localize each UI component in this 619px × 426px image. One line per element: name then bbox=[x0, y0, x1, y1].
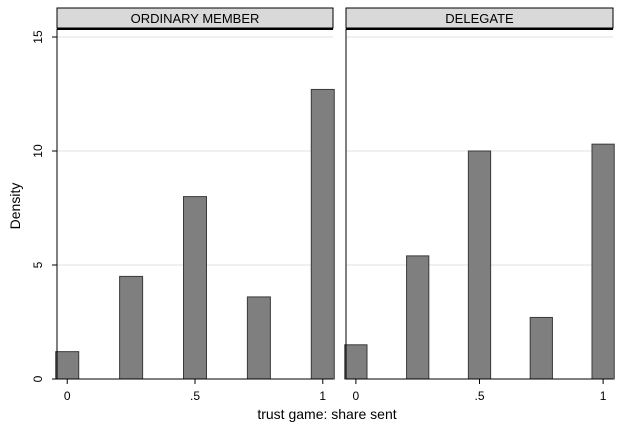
histogram-bar bbox=[183, 196, 207, 380]
histogram-bar bbox=[246, 296, 271, 380]
histogram-bar bbox=[310, 88, 335, 380]
y-axis-title: Density bbox=[7, 183, 23, 230]
histogram-bar bbox=[529, 316, 553, 380]
histogram-bar bbox=[119, 275, 144, 380]
histogram-bar bbox=[591, 143, 615, 380]
histogram-bar bbox=[406, 255, 430, 380]
histogram-bar bbox=[467, 150, 492, 380]
x-tick-label: .5 bbox=[474, 389, 484, 403]
panel-strip-label: DELEGATE bbox=[445, 11, 514, 26]
histogram-bar bbox=[344, 344, 368, 380]
x-axis-title: trust game: share sent bbox=[257, 406, 396, 422]
panel-strip-label: ORDINARY MEMBER bbox=[131, 11, 260, 26]
y-tick-label: 5 bbox=[31, 261, 45, 268]
x-tick-label: .5 bbox=[190, 389, 200, 403]
y-tick-label: 10 bbox=[31, 144, 45, 158]
x-tick-label: 1 bbox=[600, 389, 607, 403]
y-tick-label: 0 bbox=[31, 375, 45, 382]
histogram-bar bbox=[55, 351, 80, 380]
x-tick-label: 0 bbox=[64, 389, 71, 403]
y-tick-label: 15 bbox=[31, 30, 45, 44]
x-tick-label: 0 bbox=[353, 389, 360, 403]
x-tick-label: 1 bbox=[319, 389, 326, 403]
